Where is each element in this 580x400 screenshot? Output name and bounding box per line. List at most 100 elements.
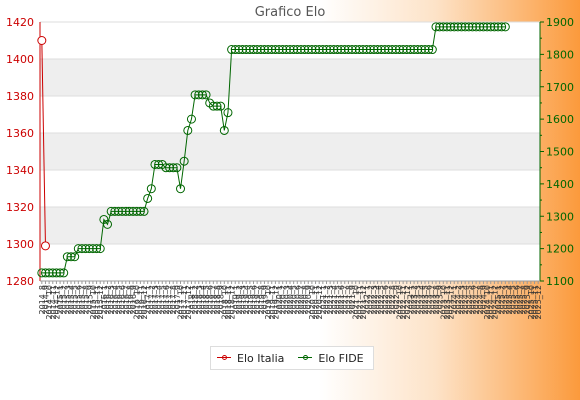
x-axis-tick-label: 2019_7 <box>253 285 262 314</box>
x-axis-tick-label: 2020_2 <box>279 285 288 314</box>
data-point-elo-fide <box>340 45 350 55</box>
data-point-elo-fide <box>219 125 229 135</box>
x-axis-tick-label: 2015_2 <box>60 285 69 314</box>
x-axis-tick-label: 2021_9 <box>348 285 357 314</box>
data-point-elo-fide <box>278 45 288 55</box>
data-point-elo-fide <box>95 244 105 254</box>
x-axis-tick-label: 2019_8 <box>257 285 266 314</box>
x-axis-tick-label: 2025_5 <box>509 285 518 314</box>
data-point-elo-fide <box>373 45 383 55</box>
x-axis-tick-label: 2020_8 <box>301 285 310 314</box>
x-axis-tick-label: 2024_10 <box>483 285 492 320</box>
data-point-elo-fide <box>482 22 492 32</box>
data-point-elo-fide <box>44 268 54 278</box>
x-axis-tick-label: 2024_5 <box>465 285 474 314</box>
x-axis-tick-label: 2016_10 <box>133 285 142 320</box>
x-axis-tick-label: 2019_5 <box>246 285 255 314</box>
data-point-elo-fide <box>113 206 123 216</box>
data-point-elo-fide <box>106 206 116 216</box>
x-axis-tick-label: 2017_3 <box>151 285 160 314</box>
right-axis-tick-label: 1100 <box>546 275 574 288</box>
x-axis-tick-label: 2022_6 <box>381 285 390 314</box>
data-point-elo-fide <box>394 45 404 55</box>
data-point-elo-fide <box>194 90 204 100</box>
data-point-elo-fide <box>92 244 102 254</box>
x-axis-tick-label: 2024_3 <box>458 285 467 314</box>
data-point-elo-fide <box>365 45 375 55</box>
x-axis-tick-label: 2024_2 <box>454 285 463 314</box>
x-axis-tick-label: 2022_2 <box>366 285 375 314</box>
right-axis-tick-label: 1800 <box>546 48 574 61</box>
data-point-elo-fide <box>435 22 445 32</box>
x-axis-tick-label: 2025_12 <box>534 285 543 320</box>
data-point-elo-fide <box>208 101 218 111</box>
x-axis-tick-label: 2018_12 <box>228 285 237 320</box>
x-axis-tick-label: 2020_3 <box>282 285 291 314</box>
data-point-elo-fide <box>420 45 430 55</box>
data-point-elo-fide <box>143 193 153 203</box>
x-axis-tick-label: 2017_5 <box>158 285 167 314</box>
data-point-elo-fide <box>216 101 226 111</box>
data-point-elo-fide <box>464 22 474 32</box>
data-point-elo-fide <box>362 45 372 55</box>
x-axis-tick-label: 2018_2 <box>191 285 200 314</box>
x-axis-tick-label: 2015_1 <box>56 285 65 314</box>
data-point-elo-italia <box>37 36 47 45</box>
x-axis-tick-label: 2021_2 <box>322 285 331 314</box>
data-point-elo-fide <box>121 206 131 216</box>
left-axis-tick-label: 1320 <box>6 201 34 214</box>
x-axis-tick-label: 2017_6 <box>162 285 171 314</box>
data-point-elo-fide <box>431 22 441 32</box>
data-point-elo-fide <box>427 45 437 55</box>
x-axis-tick-label: 2023_4 <box>417 285 426 314</box>
x-axis-tick-label: 2016_11 <box>136 285 145 320</box>
x-axis-tick-label: 2018_1 <box>187 285 196 314</box>
data-point-elo-fide <box>88 244 98 254</box>
data-point-elo-fide <box>274 45 284 55</box>
x-axis-tick-label: 2017_4 <box>155 285 164 314</box>
legend-label-elo-italia: Elo Italia <box>237 351 285 365</box>
data-point-elo-fide <box>62 252 72 262</box>
data-point-elo-fide <box>252 45 262 55</box>
data-point-elo-fide <box>398 45 408 55</box>
x-axis-tick-label: 2019_9 <box>260 285 269 314</box>
data-point-elo-fide <box>471 22 481 32</box>
data-point-elo-fide <box>179 156 189 166</box>
x-axis-tick-label: 2020_6 <box>293 285 302 314</box>
x-axis-tick-label: 2022_1 <box>363 285 372 314</box>
data-point-elo-fide <box>81 244 91 254</box>
data-point-elo-fide <box>325 45 335 55</box>
left-axis-tick-label: 1420 <box>6 16 34 29</box>
x-axis-tick-label: 2021_10 <box>352 285 361 320</box>
data-point-elo-fide <box>197 90 207 100</box>
data-point-elo-fide <box>307 45 317 55</box>
x-axis-tick-label: 2016_4 <box>111 285 120 314</box>
x-axis-tick-label: 2023_7 <box>428 285 437 314</box>
data-point-elo-fide <box>391 45 401 55</box>
x-axis-tick-label: 2015_9 <box>85 285 94 314</box>
data-point-elo-fide <box>263 45 273 55</box>
x-axis-tick-label: 2025_3 <box>501 285 510 314</box>
x-axis-tick-label: 2023_5 <box>421 285 430 314</box>
data-point-elo-fide <box>234 45 244 55</box>
data-point-elo-fide <box>150 159 160 169</box>
x-axis-tick-label: 2020_4 <box>286 285 295 314</box>
x-axis-tick-label: 2022_9 <box>392 285 401 314</box>
x-axis-tick-label: 2025_4 <box>505 285 514 314</box>
data-point-elo-fide <box>376 45 386 55</box>
data-point-elo-fide <box>227 45 237 55</box>
data-point-elo-fide <box>384 45 394 55</box>
chart-legend: Elo Italia Elo FIDE <box>210 346 374 370</box>
data-point-elo-fide <box>497 22 507 32</box>
x-axis-tick-label: 2021_6 <box>337 285 346 314</box>
left-axis-tick-label: 1380 <box>6 90 34 103</box>
data-point-elo-fide <box>230 45 240 55</box>
data-point-elo-fide <box>124 206 134 216</box>
data-point-elo-fide <box>300 45 310 55</box>
x-axis-tick-label: 2018_7 <box>209 285 218 314</box>
x-axis-tick-label: 2022_11 <box>399 285 408 320</box>
x-axis-tick-label: 2017_12 <box>184 285 193 320</box>
right-axis-tick-label: 1500 <box>546 146 574 159</box>
x-axis-tick-label: 2019_6 <box>250 285 259 314</box>
data-point-elo-fide <box>281 45 291 55</box>
